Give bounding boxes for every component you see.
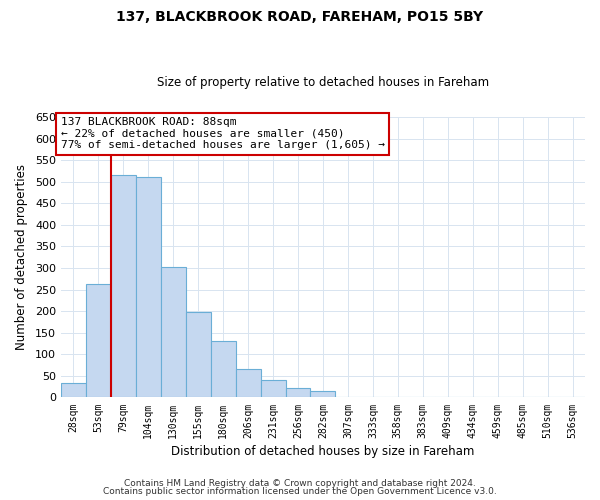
Bar (286, 388, 310, 398)
Bar (485, 396, 510, 398)
Title: Size of property relative to detached houses in Fareham: Size of property relative to detached ho… (157, 76, 489, 90)
Text: 137, BLACKBROOK ROAD, FAREHAM, PO15 5BY: 137, BLACKBROOK ROAD, FAREHAM, PO15 5BY (116, 10, 484, 24)
Bar (86, 284, 111, 398)
Bar (61, 383, 86, 398)
Text: 137 BLACKBROOK ROAD: 88sqm
← 22% of detached houses are smaller (450)
77% of sem: 137 BLACKBROOK ROAD: 88sqm ← 22% of deta… (61, 117, 385, 150)
Bar (535, 396, 560, 398)
Bar (260, 380, 286, 398)
X-axis label: Distribution of detached houses by size in Fareham: Distribution of detached houses by size … (171, 444, 475, 458)
Text: Contains HM Land Registry data © Crown copyright and database right 2024.: Contains HM Land Registry data © Crown c… (124, 478, 476, 488)
Bar (236, 370, 260, 398)
Text: Contains public sector information licensed under the Open Government Licence v3: Contains public sector information licen… (103, 487, 497, 496)
Bar (310, 391, 335, 398)
Bar (186, 312, 211, 398)
Bar (211, 341, 236, 398)
Y-axis label: Number of detached properties: Number of detached properties (15, 164, 28, 350)
Bar (161, 267, 186, 398)
Bar (560, 396, 585, 398)
Bar (111, 176, 136, 398)
Bar (136, 176, 161, 398)
